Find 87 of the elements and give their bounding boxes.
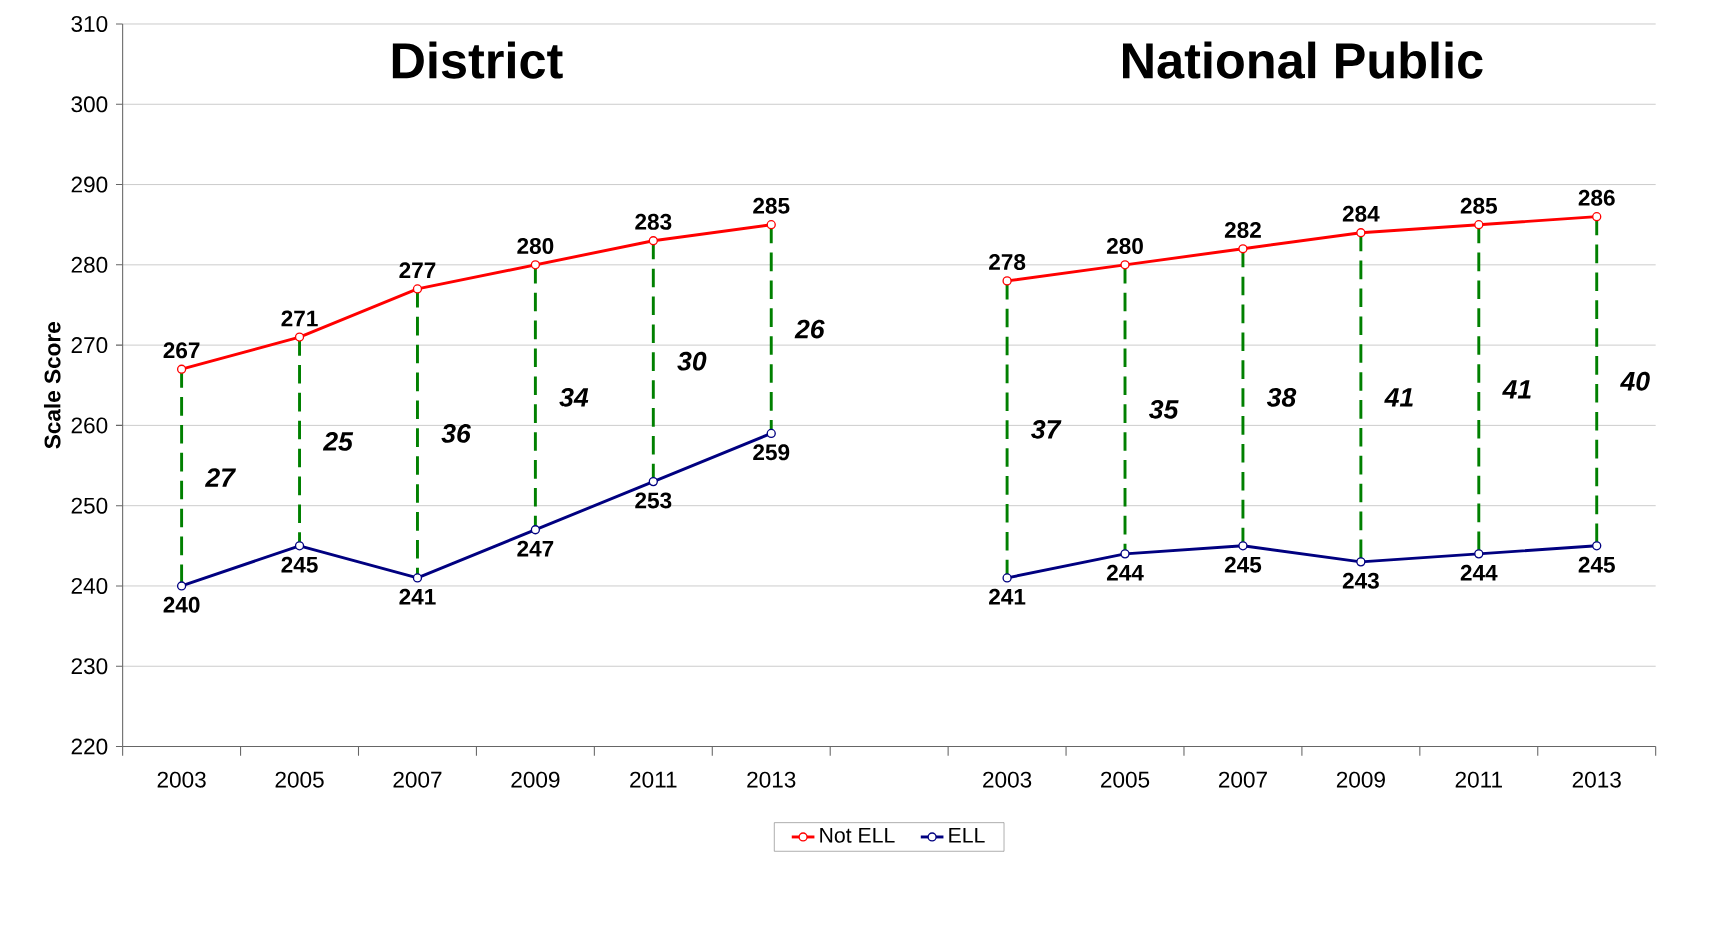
point xyxy=(530,259,541,270)
data-label: 241 xyxy=(989,588,1026,605)
y-tick-label: 270 xyxy=(71,336,108,353)
data-label: 285 xyxy=(1460,197,1497,214)
data-label: 286 xyxy=(1578,189,1615,206)
data-label: 245 xyxy=(281,556,318,573)
data-label: 282 xyxy=(1224,221,1261,238)
legend-label: ELL xyxy=(949,827,985,843)
x-tick-label: 2011 xyxy=(630,771,677,788)
data-label: 241 xyxy=(399,588,436,605)
annotation: 34 xyxy=(559,387,589,407)
data-label: 285 xyxy=(753,197,790,214)
data-label: 267 xyxy=(163,342,200,359)
legend-label: Not ELL xyxy=(820,827,895,843)
data-label: 247 xyxy=(517,540,554,557)
data-label: 240 xyxy=(163,596,200,613)
point xyxy=(1002,276,1012,286)
y-tick-label: 280 xyxy=(71,256,108,273)
y-axis-title: Scale Score xyxy=(43,321,61,449)
point xyxy=(1120,548,1130,559)
point xyxy=(530,524,541,535)
annotation: 41 xyxy=(1502,379,1531,399)
point xyxy=(412,284,423,294)
data-label: 244 xyxy=(1460,564,1498,581)
y-tick-label: 240 xyxy=(71,577,108,594)
annotation: 25 xyxy=(322,431,354,451)
point xyxy=(766,428,776,438)
data-label: 245 xyxy=(1224,556,1262,573)
point xyxy=(1356,556,1366,567)
point xyxy=(1474,548,1484,559)
x-tick-label: 2007 xyxy=(393,771,442,788)
y-tick-label: 230 xyxy=(71,658,108,675)
point xyxy=(1474,219,1484,230)
y-tick-label: 260 xyxy=(71,417,108,434)
point xyxy=(1592,540,1602,551)
annotation: 26 xyxy=(794,319,825,339)
annotation: 38 xyxy=(1266,387,1297,407)
annotation: 37 xyxy=(1031,419,1062,439)
point xyxy=(1120,259,1130,270)
y-tick-label: 290 xyxy=(71,176,108,193)
y-tick-label: 300 xyxy=(71,96,108,113)
x-tick-label: 2009 xyxy=(1336,771,1385,788)
point xyxy=(648,235,658,246)
point xyxy=(294,540,305,551)
y-tick-label: 220 xyxy=(71,738,108,755)
y-tick-label: 310 xyxy=(71,15,108,32)
y-tick-label: 250 xyxy=(71,497,108,514)
x-tick-label: 2013 xyxy=(1572,771,1621,788)
point xyxy=(1002,573,1012,583)
data-label: 271 xyxy=(281,310,318,326)
annotation: 35 xyxy=(1149,399,1179,419)
annotation: District xyxy=(392,41,563,79)
point xyxy=(294,332,305,342)
x-tick-label: 2007 xyxy=(1218,771,1267,788)
point xyxy=(176,364,187,374)
point xyxy=(412,573,423,583)
point xyxy=(176,581,187,591)
data-label: 253 xyxy=(635,492,672,509)
x-tick-label: 2005 xyxy=(1101,771,1150,788)
point xyxy=(1238,243,1248,254)
point xyxy=(1592,211,1602,222)
annotation: 30 xyxy=(677,351,707,371)
data-label: 244 xyxy=(1106,564,1144,581)
data-label: 278 xyxy=(989,253,1026,270)
annotation: 40 xyxy=(1620,371,1650,391)
annotation: National Public xyxy=(1123,41,1483,79)
point xyxy=(1238,540,1248,551)
point xyxy=(766,219,776,230)
annotation: 36 xyxy=(441,423,471,443)
x-tick-label: 2013 xyxy=(747,771,796,788)
data-label: 245 xyxy=(1578,556,1615,573)
data-label: 259 xyxy=(753,444,790,461)
data-label: 280 xyxy=(1106,237,1143,254)
annotation: 41 xyxy=(1384,387,1413,407)
point xyxy=(1356,227,1366,238)
data-label: 243 xyxy=(1342,572,1379,589)
annotation: 27 xyxy=(204,468,236,487)
x-tick-label: 2011 xyxy=(1455,771,1502,788)
x-tick-label: 2003 xyxy=(983,771,1032,788)
data-label: 284 xyxy=(1342,205,1380,222)
data-label: 283 xyxy=(635,213,672,230)
data-label: 280 xyxy=(517,237,554,254)
x-tick-label: 2009 xyxy=(511,771,560,788)
x-tick-label: 2003 xyxy=(157,771,206,788)
x-tick-label: 2005 xyxy=(275,771,324,788)
point xyxy=(648,476,658,487)
data-label: 277 xyxy=(399,262,436,278)
